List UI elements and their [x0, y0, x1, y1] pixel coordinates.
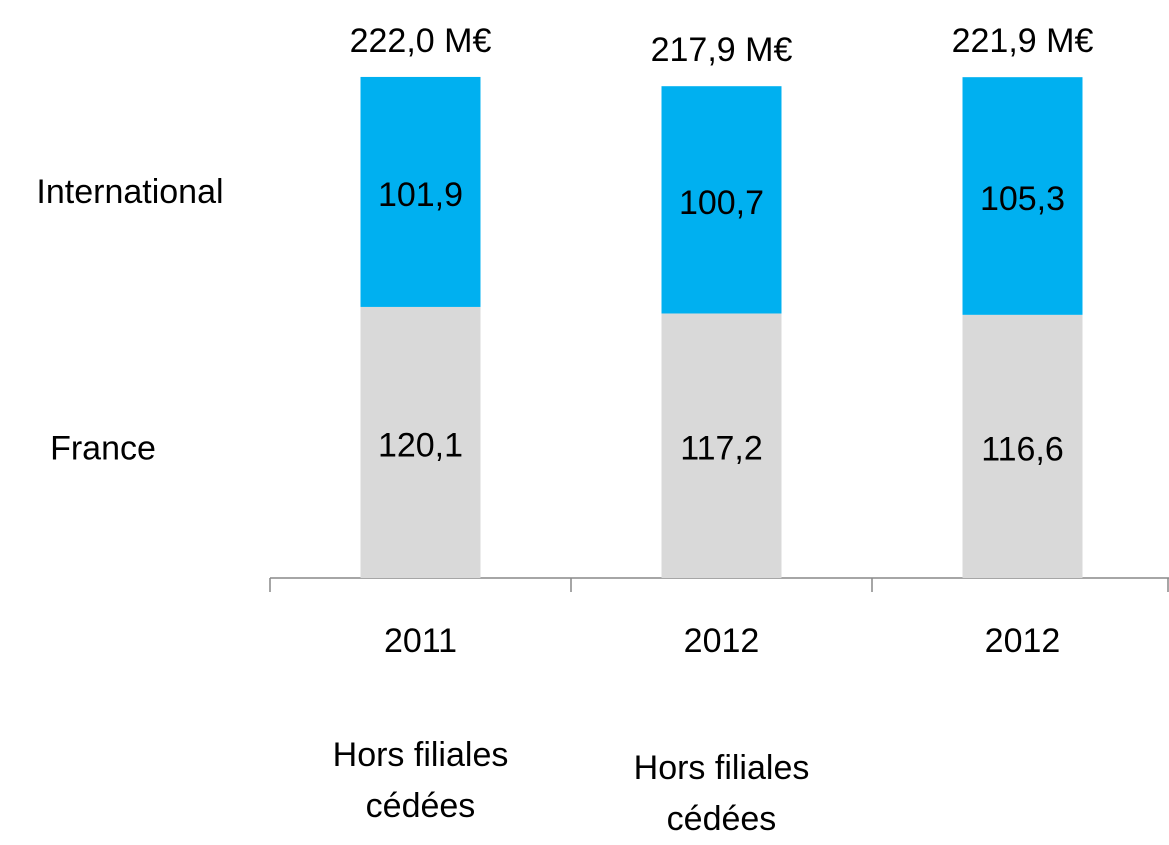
category-sublabel: Hors filiales cédées [332, 736, 509, 825]
x-tick-label: 2012 [985, 622, 1061, 660]
bar-segment [661, 313, 782, 578]
legend-label: International [36, 173, 223, 211]
bar-segment [360, 306, 481, 578]
bar-segment [962, 314, 1083, 578]
x-tick-label: 2012 [684, 622, 760, 660]
value-label: 101,9 [378, 176, 463, 214]
value-label: 105,3 [980, 180, 1065, 218]
bar-segment [360, 76, 481, 307]
category-sublabel: Hors filiales cédées [633, 749, 810, 838]
value-label: 117,2 [680, 430, 763, 468]
total-label: 217,9 M€ [651, 31, 793, 69]
bar-segment [962, 77, 1083, 315]
total-label: 222,0 M€ [350, 22, 492, 60]
value-label: 120,1 [378, 426, 463, 464]
value-label: 116,6 [981, 430, 1064, 468]
value-label: 100,7 [679, 184, 764, 222]
x-tick-label: 2011 [384, 622, 457, 660]
bar-segment [661, 86, 782, 314]
total-label: 221,9 M€ [952, 22, 1094, 60]
legend-label: France [50, 429, 156, 467]
